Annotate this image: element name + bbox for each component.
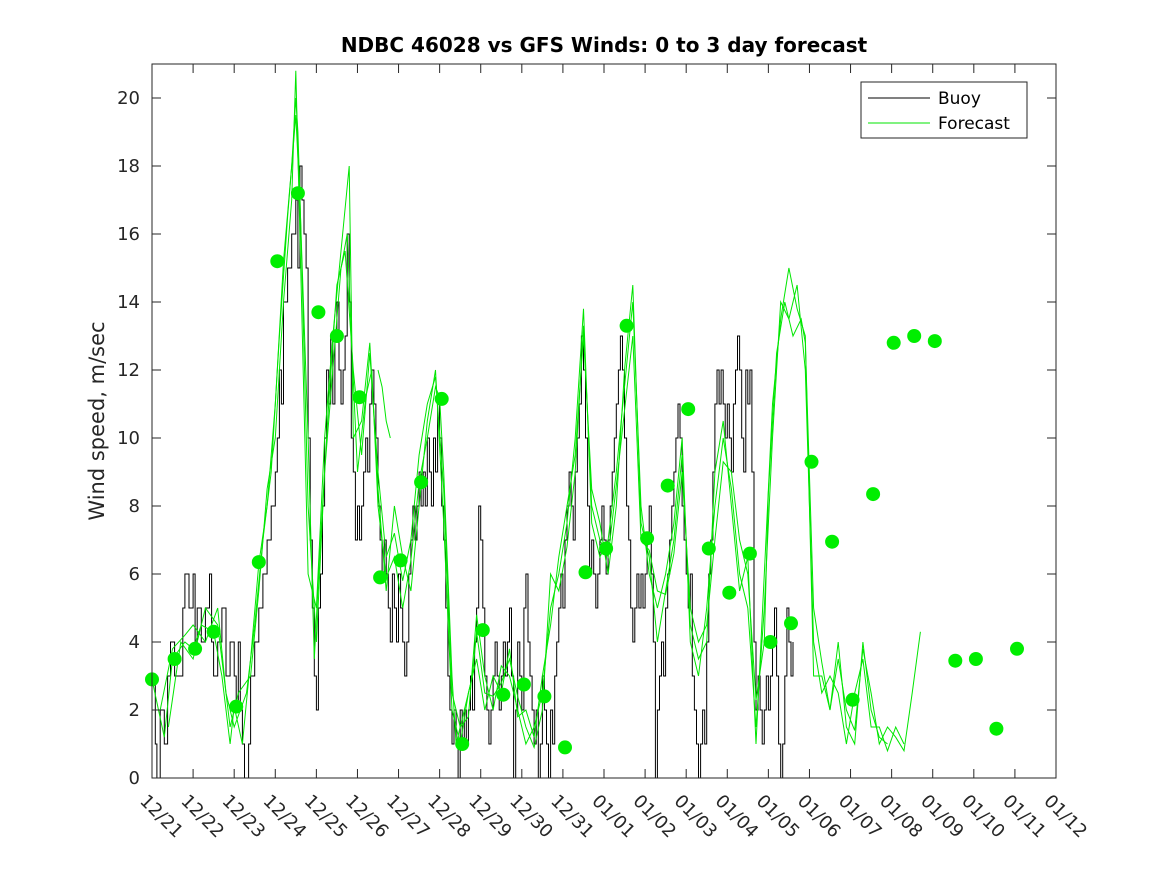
forecast-series-line-3 (167, 70, 888, 746)
analysis-marker-20 (537, 689, 552, 704)
x-tick-label-16: 01/06 (793, 791, 845, 843)
y-tick-label-6: 12 (117, 360, 140, 381)
legend-buoy-label: Buoy (938, 89, 981, 109)
x-tick-label-15: 01/05 (752, 791, 804, 843)
plot-area (152, 64, 1056, 778)
x-tick-label-12: 01/02 (629, 791, 681, 843)
analysis-marker-41 (968, 652, 983, 666)
x-tick-label-3: 12/24 (259, 791, 311, 843)
y-tick-label-9: 18 (117, 156, 140, 177)
analysis-marker-36 (866, 487, 881, 502)
analysis-marker-32 (784, 616, 798, 631)
analysis-marker-37 (886, 335, 901, 350)
analysis-marker-19 (516, 677, 531, 692)
analysis-marker-27 (681, 402, 696, 417)
analysis-marker-9 (311, 305, 326, 320)
analysis-marker-18 (496, 687, 511, 702)
y-tick-label-3: 6 (129, 564, 140, 585)
analysis-marker-8 (290, 186, 305, 201)
analysis-marker-35 (845, 692, 860, 707)
analysis-marker-16 (455, 737, 470, 751)
plot-background (152, 64, 1056, 778)
analysis-marker-33 (804, 454, 819, 469)
analysis-marker-4 (206, 624, 221, 639)
x-tick-label-2: 12/23 (218, 791, 270, 843)
y-tick-label-1: 2 (129, 700, 140, 721)
analysis-marker-15 (434, 391, 449, 406)
chart-title: NDBC 46028 vs GFS Winds: 0 to 3 day fore… (341, 33, 868, 57)
x-tick-label-20: 01/10 (957, 791, 1009, 843)
analysis-marker-21 (558, 740, 572, 755)
analysis-marker-29 (722, 585, 737, 600)
analysis-marker-7 (270, 254, 285, 269)
analysis-marker-31 (763, 635, 778, 649)
x-tick-label-1: 12/22 (177, 791, 229, 843)
x-tick-label-6: 12/27 (382, 791, 434, 843)
analysis-marker-5 (229, 699, 244, 714)
x-tick-label-22: 01/12 (1039, 791, 1091, 843)
analysis-marker-42 (989, 721, 1004, 736)
legend: Buoy Forecast (860, 81, 1028, 139)
y-tick-label-10: 20 (117, 88, 140, 109)
analysis-marker-30 (742, 546, 757, 561)
analysis-marker-34 (825, 534, 840, 549)
x-tick-label-18: 01/08 (875, 791, 927, 843)
analysis-marker-6 (251, 555, 266, 570)
x-tick-label-19: 01/09 (916, 791, 968, 843)
x-tick-label-14: 01/04 (711, 791, 763, 843)
y-tick-label-4: 8 (129, 496, 140, 517)
x-tick-label-9: 12/30 (505, 791, 557, 843)
x-tick-label-4: 12/25 (300, 791, 352, 843)
x-tick-label-13: 01/03 (670, 791, 722, 843)
x-tick-label-7: 12/28 (423, 791, 475, 843)
analysis-marker-3 (188, 641, 203, 656)
x-tick-label-11: 01/01 (587, 791, 639, 843)
analysis-marker-17 (475, 623, 490, 638)
analysis-marker-22 (578, 565, 593, 580)
analysis-marker-38 (907, 329, 922, 343)
analysis-marker-26 (660, 478, 675, 493)
x-tick-label-8: 12/29 (464, 791, 516, 843)
analysis-marker-40 (948, 653, 963, 668)
x-tick-label-0: 12/21 (135, 791, 187, 843)
y-tick-label-5: 10 (117, 428, 140, 449)
analysis-marker-13 (393, 553, 408, 568)
analysis-marker-24 (619, 318, 634, 333)
analysis-marker-2 (167, 652, 182, 666)
analysis-marker-14 (414, 475, 429, 490)
series-layer (151, 70, 921, 779)
buoy-series-line (152, 165, 794, 779)
analysis-marker-39 (927, 334, 942, 349)
analysis-marker-23 (599, 541, 614, 556)
x-tick-label-10: 12/31 (546, 791, 598, 843)
x-tick-label-17: 01/07 (834, 791, 886, 843)
y-tick-label-8: 16 (117, 224, 140, 245)
y-tick-label-0: 0 (129, 768, 140, 789)
y-axis-label: Wind speed, m/sec (85, 321, 109, 520)
legend-box (860, 81, 1028, 139)
analysis-marker-10 (329, 329, 344, 343)
analysis-marker-25 (640, 531, 655, 546)
analysis-marker-28 (701, 541, 716, 556)
y-tick-label-7: 14 (117, 292, 140, 313)
y-tick-label-2: 4 (129, 632, 140, 653)
legend-forecast-label: Forecast (938, 114, 1010, 134)
analysis-marker-11 (352, 390, 367, 405)
analysis-marker-12 (373, 570, 388, 585)
forecast-series-line-4 (377, 369, 391, 439)
x-tick-label-21: 01/11 (998, 791, 1050, 843)
x-tick-label-5: 12/26 (341, 791, 393, 843)
analysis-marker-43 (1010, 641, 1024, 656)
